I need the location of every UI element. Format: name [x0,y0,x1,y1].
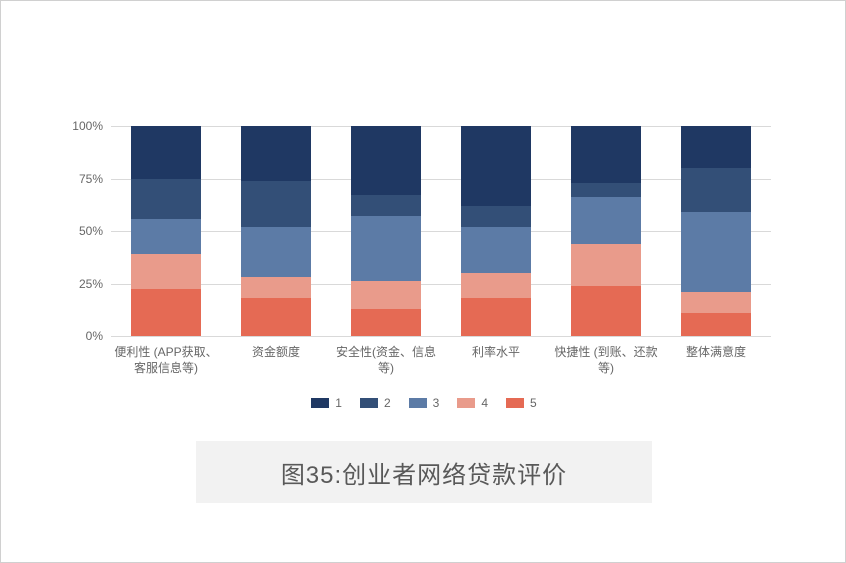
bar-segment [131,126,201,179]
legend-label: 4 [481,396,488,410]
legend-item: 2 [360,396,391,410]
x-tick-label: 利率水平 [441,344,551,360]
bar-segment [461,126,531,206]
y-tick-label: 25% [79,277,103,291]
bar-segment [571,244,641,286]
legend-swatch [409,398,427,408]
bar-segment [241,126,311,181]
legend-item: 1 [311,396,342,410]
bar-column [571,126,641,336]
legend-label: 5 [530,396,537,410]
bar-column [461,126,531,336]
bar-segment [571,183,641,198]
legend-swatch [311,398,329,408]
legend: 1 2 3 4 5 [1,396,846,410]
legend-label: 2 [384,396,391,410]
y-tick-label: 75% [79,172,103,186]
bar-segment [571,286,641,336]
legend-swatch [457,398,475,408]
gridline [111,284,771,285]
x-tick-label: 整体满意度 [661,344,771,360]
bar-column [351,126,421,336]
bar-column [131,126,201,336]
bar-column [681,126,751,336]
bar-segment [241,181,311,227]
legend-swatch [506,398,524,408]
caption-box: 图35:创业者网络贷款评价 [196,441,652,503]
bar-segment [461,273,531,298]
bar-segment [131,289,201,336]
legend-swatch [360,398,378,408]
bar-segment [681,126,751,168]
bar-segment [681,212,751,292]
y-tick-label: 100% [72,119,103,133]
x-tick-label: 快捷性 (到账、还款等) [551,344,661,376]
bar-segment [461,227,531,273]
bar-segment [351,309,421,336]
bar-segment [351,281,421,308]
bar-segment [241,298,311,336]
bar-segment [351,126,421,195]
legend-item: 3 [409,396,440,410]
bar-segment [131,179,201,219]
bar-segment [241,227,311,277]
y-tick-label: 0% [86,329,103,343]
gridline [111,126,771,127]
bar-segment [681,313,751,336]
legend-item: 4 [457,396,488,410]
bar-segment [351,195,421,216]
legend-label: 1 [335,396,342,410]
bar-segment [131,254,201,289]
gridline [111,336,771,337]
bar-segment [571,126,641,183]
bar-column [241,126,311,336]
bar-segment [461,206,531,227]
x-tick-label: 便利性 (APP获取、客服信息等) [111,344,221,376]
bar-segment [131,219,201,254]
chart-plot-area: 0%25%50%75%100%便利性 (APP获取、客服信息等)资金额度安全性(… [111,126,771,336]
gridline [111,231,771,232]
page-root: 0% 25% 50% 75% 100% 便利性 (APP获取、客服信息等)资金额度安全性(… [0,0,846,563]
bar-segment [681,168,751,212]
x-tick-label: 资金额度 [221,344,331,360]
bar-segment [241,277,311,298]
y-tick-label: 50% [79,224,103,238]
bar-segment [351,216,421,281]
figure-caption: 图35:创业者网络贷款评价 [281,455,567,490]
bar-segment [571,197,641,243]
legend-label: 3 [433,396,440,410]
legend-item: 5 [506,396,537,410]
bar-segment [681,292,751,313]
x-tick-label: 安全性(资金、信息等) [331,344,441,376]
gridline [111,179,771,180]
bar-segment [461,298,531,336]
